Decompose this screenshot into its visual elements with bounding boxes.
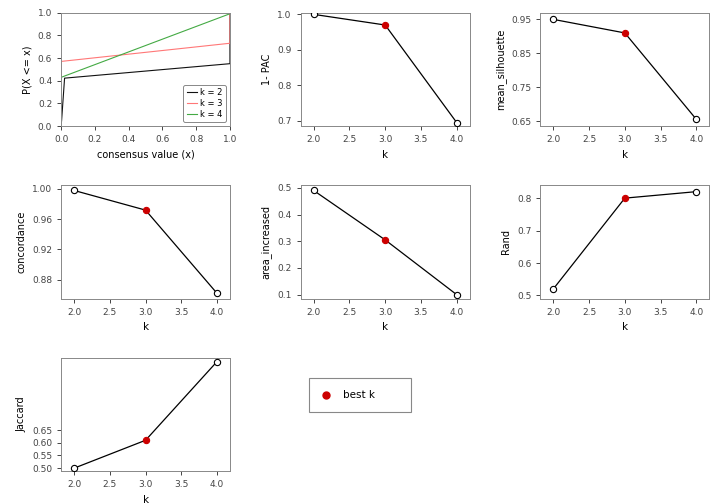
- Y-axis label: mean_silhouette: mean_silhouette: [495, 29, 505, 110]
- X-axis label: k: k: [622, 322, 628, 332]
- k = 4: [120, 50, 128, 56]
- k = 3: [144, 49, 153, 55]
- X-axis label: k: k: [143, 322, 148, 332]
- k = 2: [183, 65, 192, 71]
- Line: k = 4: k = 4: [61, 13, 230, 126]
- k = 3: [120, 51, 128, 57]
- k = 3: [183, 45, 192, 51]
- k = 2: [144, 68, 153, 74]
- Line: k = 2: k = 2: [61, 13, 230, 126]
- X-axis label: k: k: [622, 150, 628, 160]
- k = 4: [166, 33, 174, 39]
- k = 4: [57, 123, 66, 129]
- k = 4: [225, 10, 234, 16]
- Y-axis label: 1- PAC: 1- PAC: [262, 53, 272, 85]
- Y-axis label: Rand: Rand: [502, 229, 511, 255]
- Y-axis label: concordance: concordance: [17, 211, 27, 273]
- k = 3: [57, 123, 66, 129]
- k = 4: [144, 41, 153, 47]
- k = 2: [225, 10, 234, 16]
- Y-axis label: P(X <= x): P(X <= x): [22, 45, 32, 94]
- Line: k = 3: k = 3: [61, 13, 230, 126]
- k = 2: [57, 123, 66, 129]
- X-axis label: k: k: [382, 322, 388, 332]
- Y-axis label: area_increased: area_increased: [261, 205, 272, 279]
- k = 2: [118, 70, 127, 76]
- k = 4: [118, 51, 127, 57]
- Y-axis label: Jaccard: Jaccard: [17, 397, 27, 432]
- k = 3: [166, 47, 174, 53]
- Text: best k: best k: [343, 390, 375, 400]
- Legend: k = 2, k = 3, k = 4: k = 2, k = 3, k = 4: [184, 85, 226, 122]
- k = 2: [86, 73, 94, 79]
- X-axis label: k: k: [143, 495, 148, 504]
- k = 2: [166, 66, 174, 72]
- k = 3: [225, 10, 234, 16]
- k = 4: [183, 27, 192, 33]
- X-axis label: consensus value (x): consensus value (x): [96, 150, 194, 160]
- k = 3: [86, 55, 94, 61]
- Bar: [310, 378, 410, 412]
- k = 4: [86, 64, 94, 70]
- k = 3: [118, 52, 127, 58]
- k = 2: [120, 70, 128, 76]
- X-axis label: k: k: [382, 150, 388, 160]
